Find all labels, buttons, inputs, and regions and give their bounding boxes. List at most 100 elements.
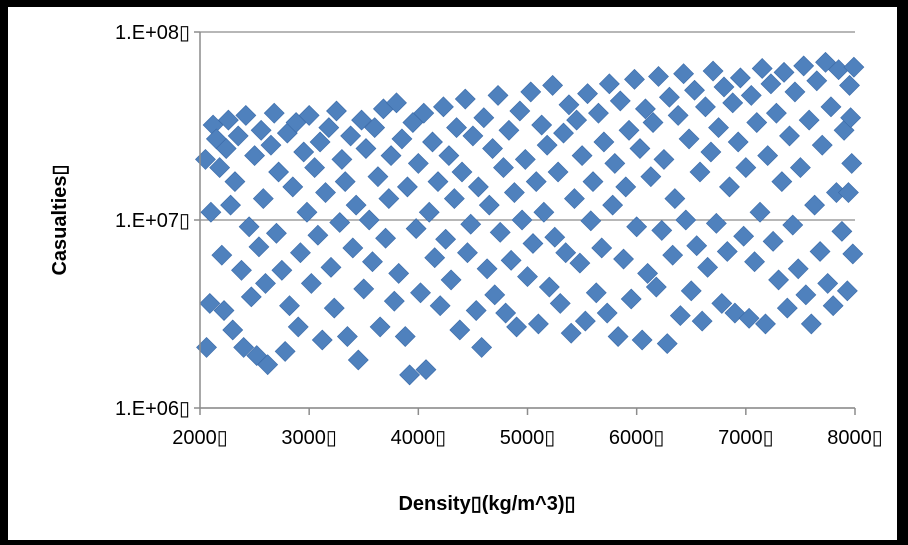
data-point	[640, 166, 662, 188]
data-point	[538, 276, 560, 298]
data-point	[637, 262, 659, 284]
data-point	[695, 96, 716, 118]
data-point	[231, 259, 252, 281]
data-point	[271, 259, 293, 281]
data-point	[615, 176, 637, 198]
data-point	[784, 81, 806, 103]
data-point	[358, 209, 380, 231]
data-point	[248, 236, 270, 258]
data-point	[342, 237, 364, 259]
data-point	[433, 96, 454, 118]
data-point	[613, 248, 634, 270]
data-point	[838, 182, 859, 203]
data-point	[326, 100, 347, 122]
data-point	[555, 242, 577, 264]
data-point	[691, 310, 713, 332]
data-point	[235, 104, 257, 126]
data-point	[708, 117, 729, 139]
data-point	[329, 212, 351, 233]
data-point	[407, 152, 429, 174]
data-point	[388, 262, 410, 284]
data-point	[355, 138, 377, 159]
data-point	[503, 182, 525, 203]
data-point	[684, 79, 705, 101]
data-point	[495, 302, 517, 324]
data-point	[822, 295, 844, 317]
data-point	[244, 145, 266, 167]
data-point	[760, 73, 782, 95]
data-point	[738, 307, 760, 329]
data-point	[831, 220, 853, 242]
data-point	[840, 107, 862, 129]
data-point	[199, 292, 221, 314]
data-point	[484, 284, 506, 306]
data-point	[522, 233, 544, 254]
data-point	[415, 359, 437, 381]
data-point	[549, 292, 571, 314]
data-point	[656, 333, 678, 355]
data-point	[345, 194, 367, 216]
data-point	[800, 313, 822, 335]
data-point	[457, 242, 478, 264]
data-point	[719, 176, 740, 198]
data-point	[446, 117, 467, 139]
data-point	[669, 305, 691, 327]
data-point	[250, 119, 272, 141]
data-point	[577, 83, 598, 105]
data-point	[211, 244, 233, 266]
data-point	[839, 74, 860, 96]
data-point	[265, 222, 287, 244]
x-tick-label: 3000▯	[281, 427, 337, 449]
data-point	[634, 98, 656, 120]
data-point	[593, 131, 615, 153]
data-point	[729, 67, 751, 89]
data-point	[336, 326, 358, 347]
data-point	[500, 249, 522, 271]
data-point	[487, 84, 509, 106]
data-point	[334, 171, 356, 193]
data-point	[697, 256, 719, 278]
data-point	[378, 188, 400, 210]
data-point	[311, 329, 333, 351]
data-point	[405, 218, 427, 240]
data-point	[263, 102, 285, 124]
data-point	[815, 51, 836, 73]
data-point	[527, 313, 549, 335]
data-point	[215, 138, 237, 159]
data-point	[375, 227, 397, 249]
data-point	[213, 300, 235, 321]
data-point	[602, 194, 624, 216]
data-point	[410, 282, 431, 304]
data-point	[716, 241, 738, 262]
data-point	[362, 251, 383, 273]
data-point	[465, 300, 487, 321]
data-point	[591, 237, 613, 259]
data-point	[560, 322, 582, 344]
x-tick-label: 2000▯	[172, 427, 228, 449]
data-point	[571, 145, 593, 167]
data-point	[429, 295, 451, 317]
data-point	[711, 292, 733, 314]
data-point	[454, 88, 476, 110]
data-point	[631, 329, 653, 351]
data-point	[340, 125, 362, 147]
data-point	[449, 319, 471, 341]
data-point	[604, 152, 626, 174]
data-point	[735, 157, 757, 179]
data-point	[811, 134, 833, 156]
data-point	[260, 134, 282, 156]
x-axis-title: Density▯(kg/m^3)▯	[398, 493, 575, 515]
data-point	[651, 220, 673, 241]
data-point	[569, 252, 591, 274]
data-point	[509, 100, 531, 122]
data-point	[673, 63, 695, 85]
data-point	[820, 96, 842, 118]
data-point	[842, 243, 864, 265]
data-point	[705, 212, 727, 234]
x-tick-label: 6000▯	[609, 427, 665, 449]
data-point	[558, 94, 580, 116]
data-point	[566, 109, 588, 131]
data-point	[222, 319, 244, 341]
data-point	[713, 76, 735, 98]
data-point	[506, 316, 528, 338]
